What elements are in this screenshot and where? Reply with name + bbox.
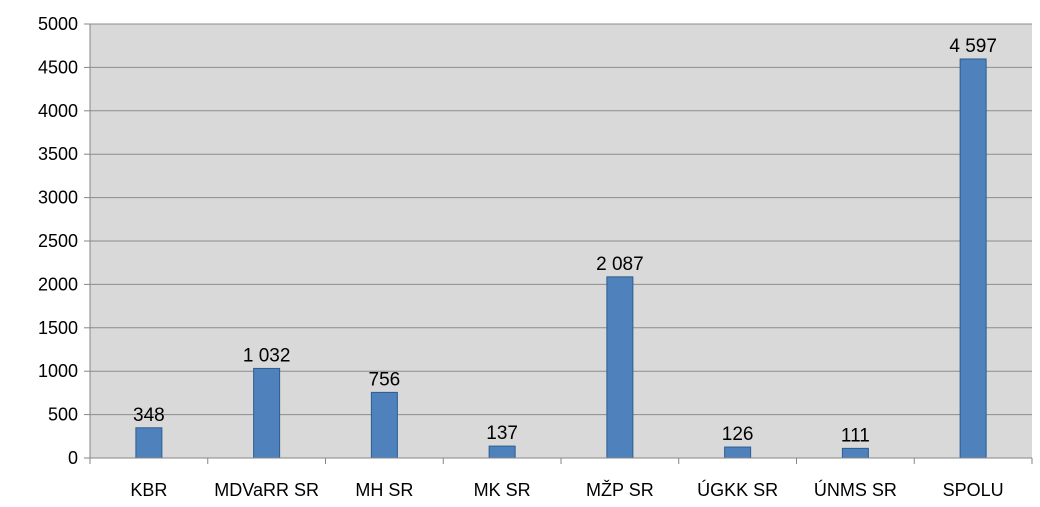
data-label: 348 [133, 405, 165, 426]
bar [841, 447, 869, 459]
bar [959, 58, 987, 459]
data-labels: 348 1 032 756 137 2 087 126 111 4 597 [133, 36, 997, 446]
y-tick-label: 0 [68, 448, 78, 468]
gridlines [84, 23, 1032, 459]
bar [724, 446, 752, 459]
data-label: 126 [722, 424, 754, 445]
x-tick-label: MDVaRR SR [214, 480, 319, 500]
y-tick-label: 500 [48, 405, 78, 425]
x-tick-label: ÚGKK SR [697, 479, 778, 500]
y-tick-label: 4500 [38, 57, 78, 77]
data-label: 756 [369, 369, 401, 390]
bar [488, 445, 516, 459]
bar [370, 391, 398, 459]
x-tick-label: KBR [130, 480, 167, 500]
data-label: 137 [486, 423, 518, 444]
y-tick-label: 4000 [38, 101, 78, 121]
bar [253, 367, 281, 459]
y-tick-label: 2000 [38, 274, 78, 294]
data-label: 2 087 [596, 254, 644, 275]
bar [606, 276, 634, 459]
bars [135, 58, 987, 459]
data-label: 111 [841, 425, 870, 446]
y-tick-label: 1000 [38, 361, 78, 381]
y-tick-label: 3500 [38, 144, 78, 164]
data-label: 4 597 [949, 36, 997, 57]
y-tick-label: 3000 [38, 188, 78, 208]
y-tick-label: 1500 [38, 318, 78, 338]
x-tick-label: ÚNMS SR [814, 479, 897, 500]
axes [89, 24, 1033, 464]
y-tick-label: 2500 [38, 231, 78, 251]
bar [135, 427, 163, 459]
x-tick-label: MK SR [474, 480, 531, 500]
x-axis-tick-labels: KBR MDVaRR SR MH SR MK SR MŽP SR ÚGKK SR ÚNMS … [130, 479, 1003, 500]
x-tick-label: SPOLU [943, 480, 1004, 500]
y-tick-label: 5000 [38, 14, 78, 34]
data-label: 1 032 [243, 345, 291, 366]
x-tick-label: MŽP SR [586, 480, 654, 500]
x-tick-label: MH SR [355, 480, 413, 500]
y-axis-tick-labels: 0 500 1000 1500 2000 2500 3000 3500 4000 4500 5000 [38, 14, 78, 468]
